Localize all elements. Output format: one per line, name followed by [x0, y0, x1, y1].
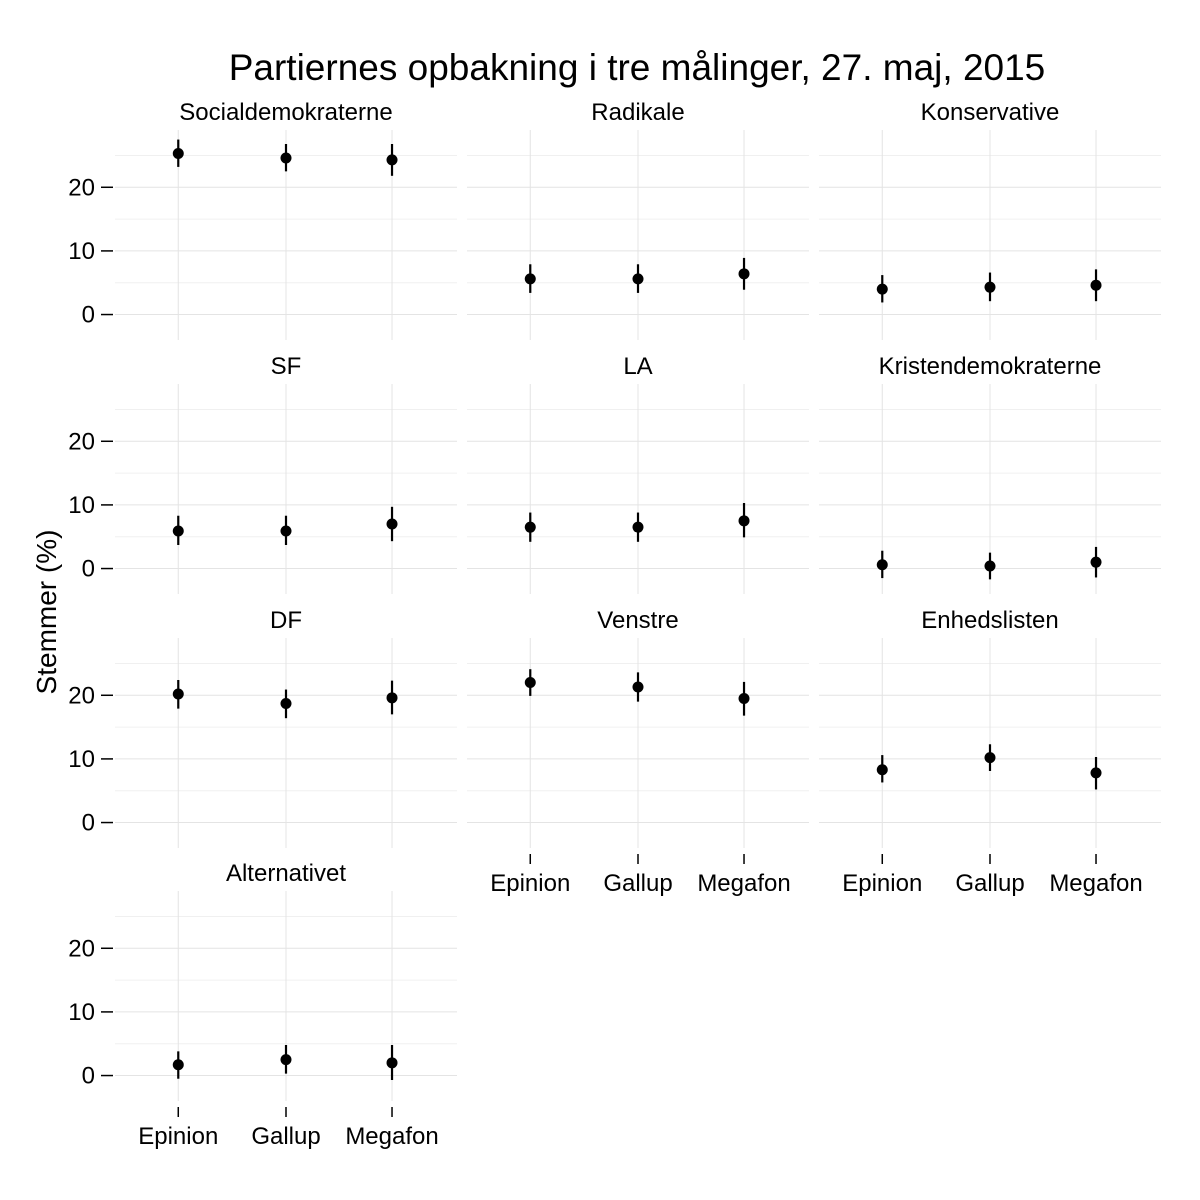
data-point: [1090, 556, 1102, 568]
x-tick-label: Gallup: [955, 870, 1024, 897]
y-tick-label: 20: [68, 935, 95, 962]
facet-panel: Konservative: [819, 99, 1161, 340]
y-tick-label: 0: [82, 810, 95, 837]
x-tick-label: Megafon: [1049, 870, 1142, 897]
facet-strip-label: SF: [271, 353, 302, 380]
x-tick-label: Epinion: [842, 870, 922, 897]
data-point: [876, 764, 888, 776]
data-point: [1090, 767, 1102, 779]
x-tick-label: Megafon: [345, 1123, 438, 1150]
facet-strip-label: Kristendemokraterne: [879, 353, 1102, 380]
facet-panel: Venstre Epinion Gallup Megafon: [467, 607, 809, 897]
y-tick-label: 20: [68, 682, 95, 709]
y-tick-label: 20: [68, 428, 95, 455]
facet-panel: LA: [467, 353, 809, 594]
data-point: [386, 692, 398, 704]
facet-strip-label: Radikale: [591, 99, 684, 126]
y-tick-label: 10: [68, 746, 95, 773]
data-point: [172, 148, 184, 160]
x-tick-label: Epinion: [138, 1123, 218, 1150]
data-point: [632, 681, 644, 693]
facet-panel: Kristendemokraterne: [819, 353, 1161, 594]
data-point: [524, 273, 536, 285]
y-tick-label: 0: [82, 302, 95, 329]
x-tick-label: Megafon: [697, 870, 790, 897]
data-point: [280, 152, 292, 164]
data-point: [386, 154, 398, 166]
data-point: [280, 1054, 292, 1066]
facet-strip-label: Venstre: [597, 607, 678, 634]
facet-panel: Socialdemokraterne 0 10 20: [68, 99, 457, 340]
y-tick-label: 10: [68, 238, 95, 265]
data-point: [876, 283, 888, 295]
data-point: [876, 559, 888, 571]
data-point: [172, 525, 184, 537]
facet-panel: DF 0 10 20: [68, 607, 457, 848]
facet-strip-label: Konservative: [921, 99, 1060, 126]
data-point: [738, 268, 750, 280]
y-axis-label: Stemmer (%): [31, 530, 62, 695]
y-tick-label: 20: [68, 174, 95, 201]
facet-panel: Enhedslisten Epinion Gallup Megafon: [819, 607, 1161, 897]
facet-strip-label: LA: [623, 353, 652, 380]
data-point: [738, 515, 750, 527]
y-tick-label: 10: [68, 492, 95, 519]
data-point: [738, 692, 750, 704]
facet-panel: Alternativet 0 10 20 Epinion Gallup Megafon: [68, 860, 457, 1150]
facet-strip-label: Alternativet: [226, 860, 346, 887]
x-tick-label: Gallup: [603, 870, 672, 897]
data-point: [524, 521, 536, 533]
facet-panel: SF 0 10 20: [68, 353, 457, 594]
data-point: [386, 1057, 398, 1069]
x-tick-label: Epinion: [490, 870, 570, 897]
y-tick-label: 0: [82, 1063, 95, 1090]
facet-panel: Radikale: [467, 99, 809, 340]
facet-strip-label: Enhedslisten: [921, 607, 1058, 634]
data-point: [984, 281, 996, 293]
data-point: [524, 677, 536, 689]
data-point: [172, 1059, 184, 1071]
data-point: [632, 273, 644, 285]
y-tick-label: 10: [68, 999, 95, 1026]
x-tick-label: Gallup: [251, 1123, 320, 1150]
data-point: [386, 518, 398, 530]
data-point: [280, 698, 292, 710]
facet-strip-label: Socialdemokraterne: [179, 99, 392, 126]
data-point: [984, 560, 996, 572]
chart-title: Partiernes opbakning i tre målinger, 27.…: [229, 47, 1046, 88]
y-tick-label: 0: [82, 556, 95, 583]
data-point: [1090, 279, 1102, 291]
data-point: [280, 525, 292, 537]
data-point: [172, 688, 184, 700]
facet-strip-label: DF: [270, 607, 302, 634]
data-point: [984, 752, 996, 764]
data-point: [632, 521, 644, 533]
facet-panels: Socialdemokraterne 0 10 20 Radikale Konservat…: [68, 99, 1161, 1150]
